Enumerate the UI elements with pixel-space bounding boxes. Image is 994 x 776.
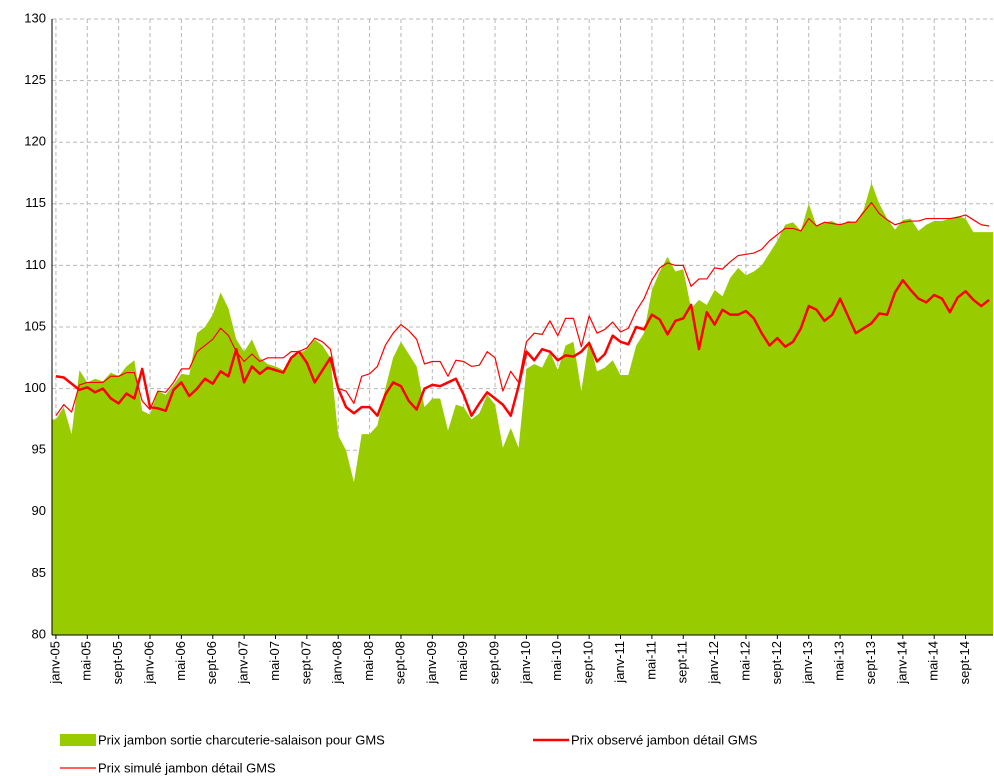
- x-tick-label: sept-12: [769, 641, 784, 684]
- x-tick-label: janv-11: [612, 641, 627, 684]
- x-tick-label: sept-05: [110, 641, 125, 684]
- x-tick-label: janv-13: [800, 641, 815, 685]
- x-tick-label: sept-10: [581, 641, 596, 684]
- x-tick-label: janv-07: [236, 641, 251, 685]
- y-tick-label: 80: [32, 626, 46, 641]
- x-tick-label: sept-14: [957, 641, 972, 684]
- x-tick-label: janv-05: [47, 641, 62, 685]
- x-tick-label: sept-11: [675, 641, 690, 683]
- x-tick-label: sept-06: [204, 641, 219, 684]
- y-tick-label: 130: [24, 10, 46, 25]
- x-tick-label: janv-08: [330, 641, 345, 685]
- legend-label: Prix jambon sortie charcuterie-salaison …: [98, 732, 385, 747]
- y-tick-label: 120: [24, 134, 46, 149]
- legend-swatch: [60, 734, 96, 746]
- y-tick-label: 95: [32, 442, 46, 457]
- x-tick-label: mai-08: [361, 641, 376, 681]
- x-tick-label: mai-13: [832, 641, 847, 681]
- x-tick-label: mai-05: [79, 641, 94, 681]
- y-tick-label: 90: [32, 503, 46, 518]
- x-tick-label: sept-13: [863, 641, 878, 684]
- y-tick-label: 110: [25, 257, 46, 272]
- legend-label: Prix observé jambon détail GMS: [571, 732, 758, 747]
- x-tick-label: sept-08: [392, 641, 407, 684]
- legend-label: Prix simulé jambon détail GMS: [98, 760, 276, 775]
- y-tick-label: 105: [24, 318, 46, 333]
- x-tick-label: janv-09: [424, 641, 439, 685]
- line: [55, 201, 990, 417]
- x-tick-label: mai-10: [549, 641, 564, 681]
- x-tick-label: mai-09: [455, 641, 470, 681]
- x-tick-label: sept-07: [298, 641, 313, 684]
- x-tick-label: mai-11: [643, 641, 658, 680]
- y-tick-label: 115: [25, 195, 46, 210]
- y-tick-label: 125: [24, 72, 46, 87]
- x-tick-label: mai-06: [173, 641, 188, 681]
- x-tick-label: mai-14: [926, 641, 941, 681]
- y-tick-label: 85: [32, 565, 46, 580]
- y-tick-label: 100: [24, 380, 46, 395]
- area: [52, 182, 993, 635]
- x-tick-label: janv-14: [894, 641, 909, 685]
- x-tick-label: mai-07: [267, 641, 282, 681]
- x-tick-label: janv-12: [706, 641, 721, 685]
- x-tick-label: janv-10: [518, 641, 533, 685]
- x-tick-label: mai-12: [737, 641, 752, 681]
- x-tick-label: janv-06: [141, 641, 156, 685]
- x-tick-label: sept-09: [486, 641, 501, 684]
- line: [55, 278, 990, 417]
